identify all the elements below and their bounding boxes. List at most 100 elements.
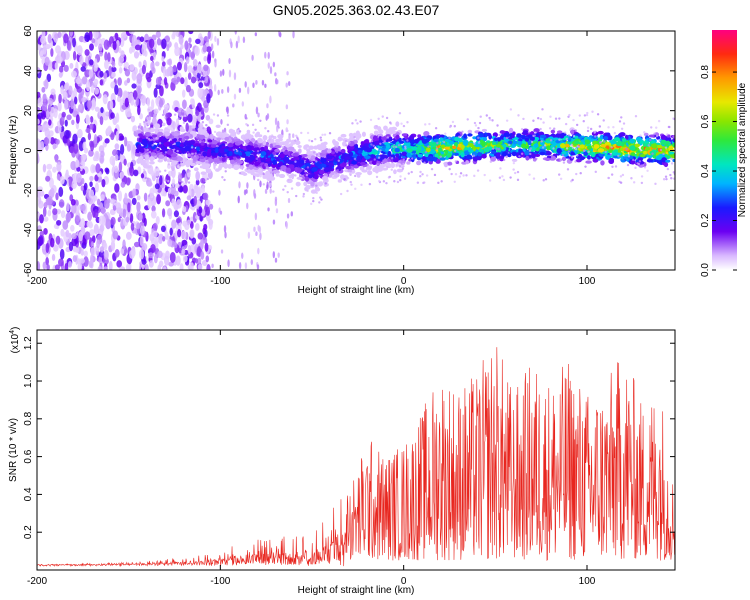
heatmap-cell [604, 150, 607, 154]
heatmap-cell [65, 169, 69, 179]
heatmap-cell [114, 143, 120, 150]
heatmap-cell [571, 146, 575, 149]
heatmap-cell [466, 154, 473, 160]
heatmap-cell [379, 149, 382, 152]
heatmap-cell [347, 169, 353, 173]
heatmap-cell [145, 122, 149, 126]
heatmap-cell [84, 231, 91, 240]
heatmap-cell [512, 161, 516, 165]
heatmap-cell [572, 134, 576, 138]
heatmap-cell [630, 152, 636, 157]
heatmap-cell [387, 151, 392, 157]
heatmap-cell [262, 135, 268, 141]
heatmap-cell [530, 140, 534, 144]
heatmap-cell [138, 137, 143, 143]
heatmap-cell [406, 121, 409, 124]
heatmap-cell [268, 167, 273, 172]
heatmap-cell [304, 187, 308, 191]
heatmap-cell [166, 43, 170, 52]
heatmap-cell [147, 198, 152, 210]
heatmap-cell [399, 179, 402, 182]
heatmap-cell [94, 174, 99, 182]
heatmap-cell [598, 125, 602, 128]
heatmap-cell [250, 259, 254, 266]
heatmap-cell [155, 136, 158, 140]
heatmap-cell [59, 175, 65, 185]
heatmap-cell [69, 62, 74, 69]
heatmap-cell [530, 131, 535, 136]
heatmap-cell [253, 173, 259, 177]
heatmap-cell [86, 221, 90, 228]
heatmap-cell [129, 63, 135, 71]
heatmap-cell [288, 164, 295, 169]
heatmap-cell [128, 94, 132, 104]
heatmap-cell [559, 158, 562, 162]
heatmap-cell [55, 138, 60, 145]
heatmap-cell [365, 147, 372, 153]
heatmap-cell [147, 137, 151, 141]
heatmap-cell [177, 173, 182, 183]
heatmap-cell [439, 134, 445, 138]
heatmap-cell [344, 139, 348, 143]
y-tick-label: -20 [23, 183, 34, 198]
heatmap-cell [163, 255, 170, 266]
heatmap-cell [292, 133, 295, 139]
heatmap-cell [516, 178, 520, 182]
heatmap-cell [150, 152, 157, 156]
heatmap-cell [70, 199, 76, 206]
heatmap-cell [634, 143, 641, 148]
heatmap-cell [60, 210, 66, 219]
heatmap-cell [511, 158, 518, 162]
heatmap-cell [450, 141, 454, 145]
y-tick-label: 40 [23, 65, 34, 77]
heatmap-cell [42, 163, 47, 173]
heatmap-cell [93, 223, 99, 235]
heatmap-cell [251, 151, 258, 156]
heatmap-cell [586, 136, 592, 141]
heatmap-cell [630, 159, 636, 165]
heatmap-cell [81, 97, 87, 103]
heatmap-cell [185, 84, 191, 93]
heatmap-cell [274, 196, 278, 202]
heatmap-cell [288, 133, 291, 136]
heatmap-cell [80, 249, 85, 256]
heatmap-cell [559, 177, 563, 180]
heatmap-cell [541, 146, 545, 149]
heatmap-cell [660, 134, 667, 141]
heatmap-cell [193, 154, 197, 158]
chart-title: GN05.2025.363.02.43.E07 [273, 2, 440, 18]
heatmap-cell [340, 174, 345, 180]
heatmap-cell [146, 181, 153, 187]
heatmap-cell [110, 112, 115, 119]
heatmap-cell [391, 140, 396, 145]
heatmap-cell [325, 173, 328, 176]
heatmap-cell [138, 213, 143, 221]
heatmap-cell [232, 103, 235, 108]
heatmap-cell [187, 177, 190, 180]
heatmap-cell [161, 61, 166, 67]
heatmap-cell [398, 112, 402, 115]
heatmap-cell [319, 136, 322, 139]
snr-y-label: SNR (10 * v/v) [8, 418, 19, 482]
heatmap-cell [498, 133, 501, 137]
heatmap-cell [178, 171, 181, 175]
heatmap-cell [567, 150, 571, 153]
spectrogram-heatmap [37, 31, 675, 270]
heatmap-cell [626, 163, 630, 167]
heatmap-cell [583, 114, 587, 117]
heatmap-cell [377, 117, 380, 121]
colorbar-tick-label: 0.2 [700, 213, 711, 227]
heatmap-cell [270, 134, 274, 137]
heatmap-cell [306, 166, 310, 169]
heatmap-cell [118, 161, 123, 173]
heatmap-cell [319, 138, 323, 142]
heatmap-cell [488, 134, 493, 140]
heatmap-cell [453, 152, 460, 156]
heatmap-cell [237, 195, 240, 204]
heatmap-cell [333, 172, 340, 178]
heatmap-cell [278, 173, 286, 179]
heatmap-cell [372, 167, 377, 173]
heatmap-cell [141, 64, 146, 75]
heatmap-cell [328, 155, 333, 160]
heatmap-cell [361, 131, 366, 137]
